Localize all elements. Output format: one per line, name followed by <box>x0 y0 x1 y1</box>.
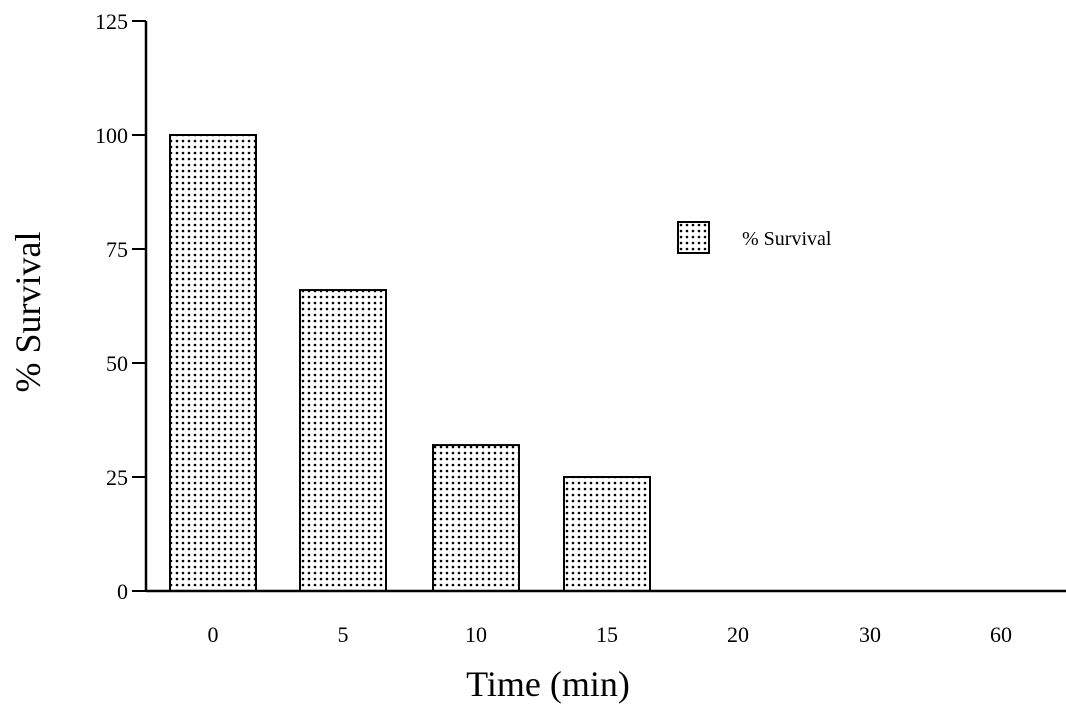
legend-label: % Survival <box>742 228 832 250</box>
y-ticks-group: 0 25 50 75 100 125 <box>95 9 146 604</box>
legend: % Survival <box>677 221 832 254</box>
x-tick-label-60: 60 <box>990 622 1012 647</box>
bar-15 <box>563 476 651 592</box>
x-tick-label-15: 15 <box>596 622 618 647</box>
bar-5 <box>299 289 387 592</box>
bar-10 <box>432 444 520 592</box>
y-tick-label-100: 100 <box>95 123 128 148</box>
y-tick-label-125: 125 <box>95 9 128 34</box>
y-tick-label-75: 75 <box>106 237 128 262</box>
x-ticks-group: 0 5 10 15 20 30 60 <box>208 622 1013 647</box>
y-tick-label-0: 0 <box>117 579 128 604</box>
y-tick-label-25: 25 <box>106 465 128 490</box>
bars-group <box>169 134 651 592</box>
x-tick-label-20: 20 <box>727 622 749 647</box>
x-axis-title: Time (min) <box>466 664 630 704</box>
x-tick-label-30: 30 <box>859 622 881 647</box>
y-tick-label-50: 50 <box>106 351 128 376</box>
x-tick-label-5: 5 <box>338 622 349 647</box>
y-axis-title: % Survival <box>8 232 48 393</box>
axes-group <box>144 21 1066 593</box>
x-tick-label-0: 0 <box>208 622 219 647</box>
x-tick-label-10: 10 <box>465 622 487 647</box>
legend-swatch <box>677 221 710 254</box>
bar-0 <box>169 134 257 592</box>
